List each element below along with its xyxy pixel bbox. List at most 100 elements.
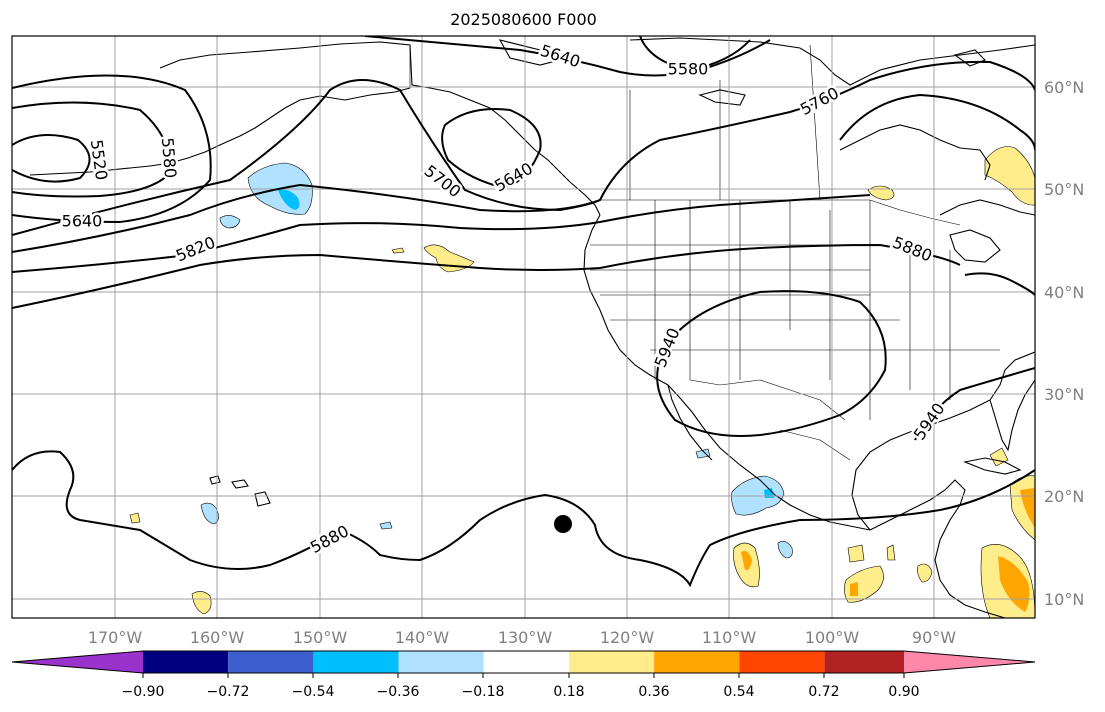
colorbar-tick-label-7: 0.36 [638, 684, 669, 700]
lon-label-160w: 160°W [190, 628, 245, 647]
colorbar-segment-2 [228, 651, 314, 673]
contour-5880 [12, 243, 961, 309]
contour-label-5580-west: 5580 [158, 137, 180, 179]
contour-5520 [12, 134, 91, 183]
colorbar-segment-6 [569, 651, 655, 673]
colorbar-segment-3 [313, 651, 399, 673]
contour-5640-north [364, 36, 771, 77]
coastline-arctic [629, 37, 1035, 86]
height-contours [12, 36, 1035, 588]
contour-5820 [12, 194, 871, 273]
coastline-florida [989, 379, 1035, 452]
colorbar-segment-9 [824, 651, 910, 673]
contour-5580-west [12, 101, 171, 198]
lon-label-130w: 130°W [498, 628, 553, 647]
map-frame [11, 35, 1036, 619]
anomaly-negative-small-1 [219, 215, 241, 229]
contour-5880-south [12, 450, 1035, 588]
colorbar-segment-5 [483, 651, 569, 673]
coastlines [29, 37, 1035, 618]
lon-label-90w: 90°W [912, 628, 956, 647]
anomaly-positive-central-am-1 [917, 563, 933, 583]
colorbar-segment-7 [654, 651, 740, 673]
latitude-labels: 60°N 50°N 40°N 30°N 20°N 10°N [1044, 78, 1084, 609]
lat-label-50n: 50°N [1044, 180, 1084, 199]
border-canada-prov-3 [809, 44, 821, 201]
colorbar-tick-label-10: 0.90 [888, 684, 919, 700]
anomaly-positive-south [191, 591, 212, 615]
anomaly-positive-central-am-2 [886, 544, 896, 561]
contour-label-5580-north: 5580 [668, 60, 709, 79]
colorbar-tick-label-4: −0.36 [377, 684, 420, 700]
contour-5940-west [656, 290, 887, 437]
lon-label-140w: 140°W [395, 628, 450, 647]
lat-label-10n: 10°N [1044, 590, 1084, 609]
contour-5880-east [964, 272, 1035, 296]
anomaly-positive-small-1 [391, 247, 405, 254]
colorbar-tick-label-1: −0.90 [122, 684, 165, 700]
anomaly-positive-small-5 [129, 512, 141, 524]
lon-label-110w: 110°W [702, 628, 757, 647]
map-panel [12, 36, 1035, 618]
coastline-alaska-south [299, 87, 411, 101]
colorbar: −0.90 −0.72 −0.54 −0.36 −0.18 0.18 0.36 … [11, 650, 1036, 700]
colorbar-tick-label-8: 0.54 [723, 684, 754, 700]
contour-5640-west [12, 74, 212, 224]
anomaly-positive-caribbean-core [998, 556, 1030, 612]
lon-label-150w: 150°W [293, 628, 348, 647]
coastline-alaska [159, 41, 601, 216]
graticule [12, 36, 1035, 618]
coastline-gulf-of-mexico [851, 351, 1035, 531]
lat-label-30n: 30°N [1044, 385, 1084, 404]
anomaly-negative-small-4 [777, 541, 793, 559]
lon-label-120w: 120°W [600, 628, 655, 647]
coastline-labrador [939, 199, 1035, 216]
border-us-mexico [689, 379, 846, 421]
chart-title: 2025080600 F000 [450, 10, 597, 29]
longitude-labels: 170°W 160°W 150°W 140°W 130°W 120°W 110°… [88, 628, 956, 647]
lon-label-170w: 170°W [88, 628, 143, 647]
island-cuba [963, 457, 1022, 475]
anomaly-positive-mid-pacific [423, 244, 475, 273]
colorbar-ticks [142, 673, 905, 678]
contour-5640-gulf [441, 108, 542, 190]
colorbar-segment-8 [739, 651, 825, 673]
coastline-aleutians [29, 99, 301, 176]
coastline-west-coast [583, 214, 871, 531]
island-hawaii-3 [254, 491, 271, 507]
colorbar-extend-high [904, 651, 1035, 673]
island-hawaii-2 [231, 479, 249, 489]
coastline-great-lakes [949, 229, 1001, 263]
storm-center-marker [554, 515, 572, 533]
anomaly-negative-small-2 [379, 521, 393, 530]
colorbar-tick-label-5: −0.18 [462, 684, 505, 700]
anomaly-positive-atlantic-core [1020, 488, 1035, 528]
lon-label-100w: 100°W [805, 628, 860, 647]
contour-5700 [12, 79, 601, 236]
coastline-caribbean [939, 579, 1006, 618]
colorbar-segment-1 [143, 651, 229, 673]
anomaly-positive-gulf-core [850, 582, 858, 596]
anomaly-positive-gulf-1 [847, 544, 865, 563]
lat-label-60n: 60°N [1044, 78, 1084, 97]
coastline-yucatan [869, 479, 966, 581]
contour-5940-east [914, 367, 1035, 441]
colorbar-extend-low [12, 651, 143, 673]
lat-label-40n: 40°N [1044, 283, 1084, 302]
anomaly-positive-east-pacific-core [741, 551, 752, 571]
colorbar-tick-label-2: −0.72 [207, 684, 250, 700]
contour-label-5640-west: 5640 [62, 212, 103, 231]
shaded-anomalies [129, 146, 1035, 618]
border-canada-east [869, 199, 961, 226]
colorbar-tick-label-9: 0.72 [808, 684, 839, 700]
colorbar-segment-4 [398, 651, 484, 673]
border-mexico-states [779, 429, 851, 461]
anomaly-negative-hawaii [200, 502, 219, 525]
island-arctic-2 [698, 89, 746, 106]
island-hawaii-1 [209, 475, 221, 485]
anomaly-negative-north-pacific-core [278, 189, 300, 210]
coastline-hudson [839, 124, 991, 181]
colorbar-tick-label-6: 0.18 [553, 684, 584, 700]
contour-5760-east [839, 93, 1035, 151]
